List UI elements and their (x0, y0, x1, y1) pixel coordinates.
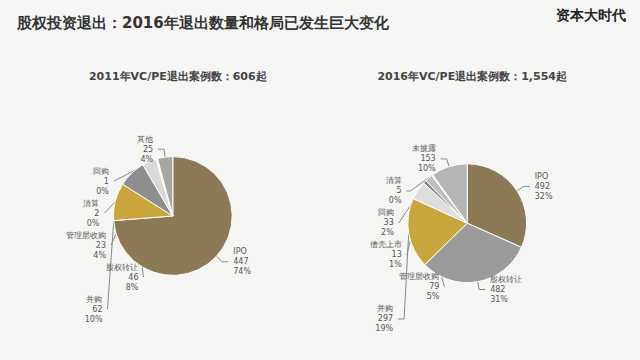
svg-text:管理层收购: 管理层收购 (399, 272, 439, 281)
svg-text:2016年VC/PE退出案例数：1,554起: 2016年VC/PE退出案例数：1,554起 (377, 70, 567, 83)
svg-text:0%: 0% (389, 196, 402, 205)
svg-text:借壳上市: 借壳上市 (370, 240, 402, 249)
svg-text:74%: 74% (233, 267, 251, 276)
svg-text:153: 153 (420, 154, 435, 163)
svg-text:79: 79 (429, 282, 439, 291)
svg-text:2%: 2% (381, 228, 394, 237)
svg-text:25: 25 (143, 145, 153, 154)
svg-text:回购: 回购 (93, 167, 109, 176)
svg-text:8%: 8% (126, 283, 139, 292)
svg-text:5%: 5% (427, 292, 440, 301)
svg-text:297: 297 (378, 314, 393, 323)
svg-text:股权转让: 股权转让 (490, 275, 522, 284)
svg-text:10%: 10% (85, 315, 103, 324)
svg-text:2011年VC/PE退出案例数：606起: 2011年VC/PE退出案例数：606起 (89, 70, 267, 83)
svg-text:1%: 1% (389, 260, 402, 269)
svg-text:0%: 0% (87, 219, 100, 228)
svg-text:33: 33 (384, 218, 394, 227)
svg-text:回购: 回购 (378, 208, 394, 217)
svg-text:股权转让: 股权转让 (106, 263, 138, 272)
svg-text:492: 492 (535, 182, 550, 191)
svg-text:其他: 其他 (137, 135, 153, 144)
svg-text:32%: 32% (535, 192, 553, 201)
svg-text:5: 5 (396, 186, 401, 195)
svg-text:未披露: 未披露 (412, 144, 436, 153)
svg-text:23: 23 (96, 241, 106, 250)
svg-text:447: 447 (233, 257, 248, 266)
svg-text:清算: 清算 (83, 199, 99, 208)
svg-text:19%: 19% (375, 324, 393, 333)
svg-text:1: 1 (104, 177, 109, 186)
svg-text:482: 482 (490, 285, 505, 294)
svg-text:10%: 10% (418, 164, 436, 173)
svg-text:资本大时代: 资本大时代 (556, 7, 626, 23)
svg-text:2: 2 (94, 209, 99, 218)
svg-text:31%: 31% (490, 295, 508, 304)
svg-text:4%: 4% (93, 251, 106, 260)
svg-text:IPO: IPO (535, 172, 548, 181)
svg-text:IPO: IPO (233, 247, 246, 256)
svg-text:股权投资退出：2016年退出数量和格局已发生巨大变化: 股权投资退出：2016年退出数量和格局已发生巨大变化 (16, 14, 390, 32)
svg-text:46: 46 (128, 273, 138, 282)
svg-text:62: 62 (92, 305, 102, 314)
svg-text:0%: 0% (96, 187, 109, 196)
svg-text:13: 13 (392, 250, 402, 259)
svg-text:清算: 清算 (386, 176, 402, 185)
svg-text:管理层收购: 管理层收购 (66, 231, 106, 240)
svg-text:并购: 并购 (377, 304, 393, 313)
svg-text:4%: 4% (140, 155, 153, 164)
svg-text:并购: 并购 (86, 295, 102, 304)
